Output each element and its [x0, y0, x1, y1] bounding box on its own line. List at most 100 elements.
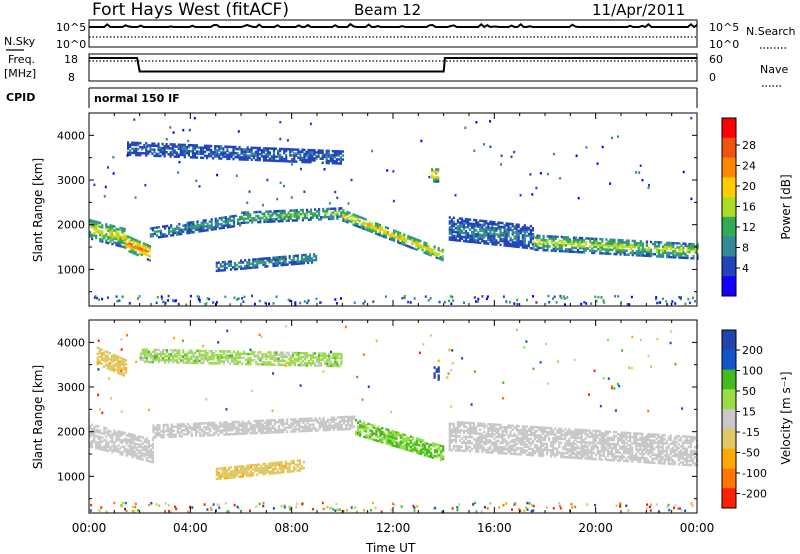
velocity-cell [491, 429, 494, 432]
velocity-cell [663, 450, 666, 453]
velocity-cell [387, 436, 390, 440]
velocity-cell [450, 448, 453, 452]
velocity-cell [423, 443, 427, 447]
velocity-cell [604, 432, 607, 435]
velocity-cell [137, 443, 140, 446]
power-cell [277, 213, 280, 217]
velocity-cell [308, 419, 311, 422]
power-cell [448, 228, 451, 231]
power-cell [202, 227, 205, 230]
velocity-cell [324, 422, 327, 426]
velocity-cell [409, 441, 412, 444]
power-cell [171, 145, 174, 148]
velocity-cell [600, 438, 603, 441]
velocity-cell [310, 423, 313, 426]
power-cell [405, 238, 408, 241]
velocity-cell [572, 430, 575, 433]
power-cell [314, 214, 317, 217]
nsky-trace [89, 22, 698, 29]
power-cell [170, 224, 173, 227]
power-cell [196, 224, 199, 227]
power-cell [552, 297, 554, 300]
power-cell [309, 122, 312, 126]
velocity-cell [180, 425, 183, 428]
velocity-cell [273, 421, 277, 424]
velocity-cell [151, 452, 154, 456]
velocity-cell [454, 433, 457, 436]
power-cell [303, 152, 306, 156]
velocity-cell [326, 426, 329, 430]
velocity-cell [213, 425, 216, 429]
velocity-cell [677, 439, 680, 442]
power-cell [641, 250, 644, 253]
power-cell [516, 298, 519, 302]
velocity-cell [661, 448, 664, 451]
velocity-cell [385, 442, 388, 445]
velocity-cell [471, 442, 474, 445]
power-cell [627, 241, 630, 244]
power-cell [283, 149, 286, 153]
velocity-cell [669, 462, 672, 466]
power-cell [272, 155, 276, 158]
velocity-cell [635, 456, 638, 459]
power-cbar-tick: 8 [742, 242, 749, 255]
power-cell [686, 244, 689, 248]
velocity-cell [574, 428, 577, 431]
power-cell [279, 149, 282, 153]
velocity-cell [223, 425, 226, 428]
velocity-cell [452, 426, 455, 430]
velocity-cell [320, 425, 323, 428]
power-cell [433, 176, 436, 179]
velocity-cell [241, 422, 244, 425]
power-cell [149, 144, 152, 147]
velocity-cell [201, 422, 204, 425]
power-cell [128, 246, 131, 249]
power-cell [483, 232, 486, 235]
power-cell [337, 152, 340, 155]
velocity-cell [675, 434, 678, 438]
velocity-cell [251, 432, 254, 435]
velocity-cell [580, 453, 583, 456]
power-cell [225, 262, 228, 266]
velocity-cell [497, 439, 500, 443]
velocity-cell [105, 431, 108, 434]
power-cell [256, 148, 259, 152]
velocity-cell [625, 449, 628, 453]
power-cell [301, 218, 304, 222]
velocity-cell [572, 450, 575, 453]
velocity-cell [419, 450, 423, 454]
velocity-cell [452, 438, 455, 442]
velocity-cell [602, 454, 605, 457]
velocity-cell [475, 442, 478, 445]
power-cell [157, 142, 160, 146]
power-cell [234, 155, 237, 159]
velocity-cell [95, 442, 98, 446]
velocity-cell [507, 446, 510, 449]
power-cell [489, 226, 492, 230]
power-cell [234, 145, 237, 149]
velocity-cell [479, 440, 482, 443]
power-cell [493, 229, 496, 232]
power-cell [283, 211, 286, 215]
power-cell [599, 242, 602, 245]
power-cell [427, 247, 430, 250]
velocity-cell [115, 437, 118, 441]
power-cell [287, 213, 290, 216]
power-cell [601, 145, 604, 149]
power-cell [475, 225, 478, 228]
power-cell [287, 219, 290, 222]
power-cell [538, 234, 541, 238]
velocity-cell [667, 456, 670, 459]
power-cell [293, 154, 296, 157]
velocity-cell [623, 447, 626, 451]
power-cell [322, 210, 325, 213]
velocity-cell [355, 433, 358, 436]
velocity-cell [292, 418, 295, 421]
velocity-cell [355, 431, 358, 434]
power-cell [181, 147, 184, 151]
power-cell [279, 209, 282, 213]
power-cell [268, 260, 271, 264]
power-cell [259, 220, 262, 224]
velocity-cell [519, 451, 522, 454]
velocity-cell [141, 448, 144, 451]
